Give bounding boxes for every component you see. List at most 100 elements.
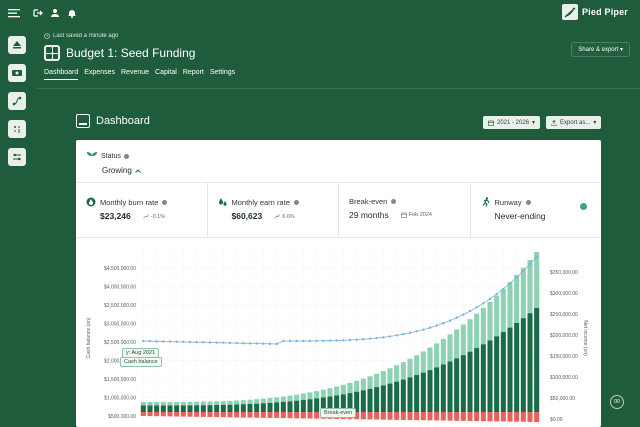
status-label-row: Status xyxy=(86,150,141,162)
sidebar-upload-button[interactable] xyxy=(8,36,26,54)
user-icon[interactable] xyxy=(49,7,61,19)
cash-balance-point xyxy=(215,341,218,344)
sidebar-settings-button[interactable] xyxy=(8,148,26,166)
tab-capital[interactable]: Capital xyxy=(155,69,177,76)
info-icon[interactable] xyxy=(391,199,397,204)
tab-settings[interactable]: Settings xyxy=(209,69,236,76)
menu-icon[interactable] xyxy=(8,7,20,19)
metric-value-row: 29 months Feb 2024 xyxy=(349,210,460,220)
expense-bar xyxy=(314,412,320,419)
cash-balance-point xyxy=(475,306,478,309)
metric-date-text: Feb 2024 xyxy=(408,212,432,218)
revenue-bar xyxy=(447,361,453,412)
right-axis-tick: $50,000.00 xyxy=(550,396,575,402)
bell-icon[interactable] xyxy=(66,7,78,19)
revenue-bar xyxy=(487,340,493,412)
tab-revenue[interactable]: Revenue xyxy=(121,69,150,76)
cash-balance-point xyxy=(328,339,332,342)
info-icon[interactable] xyxy=(525,199,531,205)
expense-bar xyxy=(420,412,426,421)
expense-bar xyxy=(294,412,300,419)
right-axis-tick: $300,000.00 xyxy=(550,291,578,297)
clock-icon xyxy=(44,33,50,39)
sidebar xyxy=(8,36,26,176)
logout-icon[interactable] xyxy=(32,7,44,19)
right-axis-tick: $200,000.00 xyxy=(550,333,578,339)
revenue-bar xyxy=(460,355,466,412)
revenue-bar-top xyxy=(460,324,466,356)
revenue-bar-top xyxy=(380,371,386,386)
revenue-bar-top xyxy=(247,399,253,405)
expense-bar xyxy=(534,412,540,422)
cash-balance-point xyxy=(375,336,378,340)
expense-bar xyxy=(194,412,200,417)
expense-bar xyxy=(274,412,280,419)
sidebar-calculator-button[interactable] xyxy=(8,120,26,138)
revenue-bar-top xyxy=(214,401,220,406)
expense-bar xyxy=(414,412,420,421)
expense-bar xyxy=(187,412,193,417)
expense-bar xyxy=(200,412,206,417)
tab-dashboard[interactable]: Dashboard xyxy=(44,69,79,80)
left-axis-tick: $3,500,000.00 xyxy=(104,303,136,309)
sliders-icon xyxy=(13,153,21,161)
cash-balance-point xyxy=(408,331,412,335)
metric-label-row: Runway xyxy=(481,197,592,207)
expense-bar xyxy=(267,412,273,418)
expense-bar xyxy=(400,412,406,420)
dashboard-card: Status Growing Monthly burn rate $23,246… xyxy=(76,140,601,427)
cash-balance-point xyxy=(255,342,258,345)
cash-balance-point xyxy=(295,339,298,343)
export-as-button[interactable]: Export as... ▾ xyxy=(546,116,602,129)
cash-balance-point xyxy=(162,340,165,343)
cash-balance-point xyxy=(522,269,525,273)
revenue-bar xyxy=(520,318,526,412)
metric-change-text: -0.1% xyxy=(150,213,166,220)
date-range-select[interactable]: 2021 - 2026 ▾ xyxy=(483,116,541,129)
share-export-button[interactable]: Share & export ▾ xyxy=(571,42,630,57)
expense-bar xyxy=(440,412,446,421)
flame-icon xyxy=(86,197,96,207)
revenue-bar-top xyxy=(360,378,366,391)
revenue-bar-top xyxy=(267,398,273,403)
expense-bar xyxy=(167,412,173,417)
sidebar-money-button[interactable] xyxy=(8,64,26,82)
revenue-bar-top xyxy=(427,347,433,371)
cash-balance-point xyxy=(368,337,372,340)
revenue-bar xyxy=(474,348,480,412)
revenue-bar xyxy=(500,332,506,412)
cash-balance-point xyxy=(268,342,272,346)
revenue-bar xyxy=(467,351,473,412)
revenue-bar xyxy=(314,398,320,412)
sidebar-route-button[interactable] xyxy=(8,92,26,110)
expense-bar xyxy=(227,412,233,418)
revenue-bar-top xyxy=(194,401,200,406)
info-icon[interactable] xyxy=(293,199,299,205)
cash-balance-point xyxy=(422,328,425,331)
cash-balance-point xyxy=(335,339,338,342)
info-icon[interactable] xyxy=(123,153,129,159)
expense-bar xyxy=(207,412,213,418)
expense-bar xyxy=(220,412,226,418)
revenue-bar xyxy=(387,383,393,412)
revenue-bar-top xyxy=(474,313,480,349)
revenue-bar-top xyxy=(140,402,146,406)
status-label: Status xyxy=(101,152,121,160)
metric-value: 29 months xyxy=(349,210,389,220)
expense-bar xyxy=(487,412,493,422)
revenue-bar-top xyxy=(527,259,533,314)
expense-bar xyxy=(454,412,460,421)
revenue-bar xyxy=(320,397,326,412)
revenue-bar-top xyxy=(454,329,460,359)
tab-expenses[interactable]: Expenses xyxy=(84,69,115,76)
metric-value: $23,246 xyxy=(100,211,131,221)
revenue-bar-top xyxy=(347,382,353,394)
metric-earn-rate: Monthly earn rate $60,623 6.6% xyxy=(208,183,339,237)
revenue-bar xyxy=(400,379,406,412)
revenue-bar-top xyxy=(294,394,300,401)
tab-report[interactable]: Report xyxy=(182,69,204,76)
cash-balance-point xyxy=(495,292,498,296)
help-badge[interactable]: 00 xyxy=(610,395,624,409)
metric-label-row: Monthly burn rate xyxy=(86,197,197,207)
info-icon[interactable] xyxy=(162,199,168,205)
